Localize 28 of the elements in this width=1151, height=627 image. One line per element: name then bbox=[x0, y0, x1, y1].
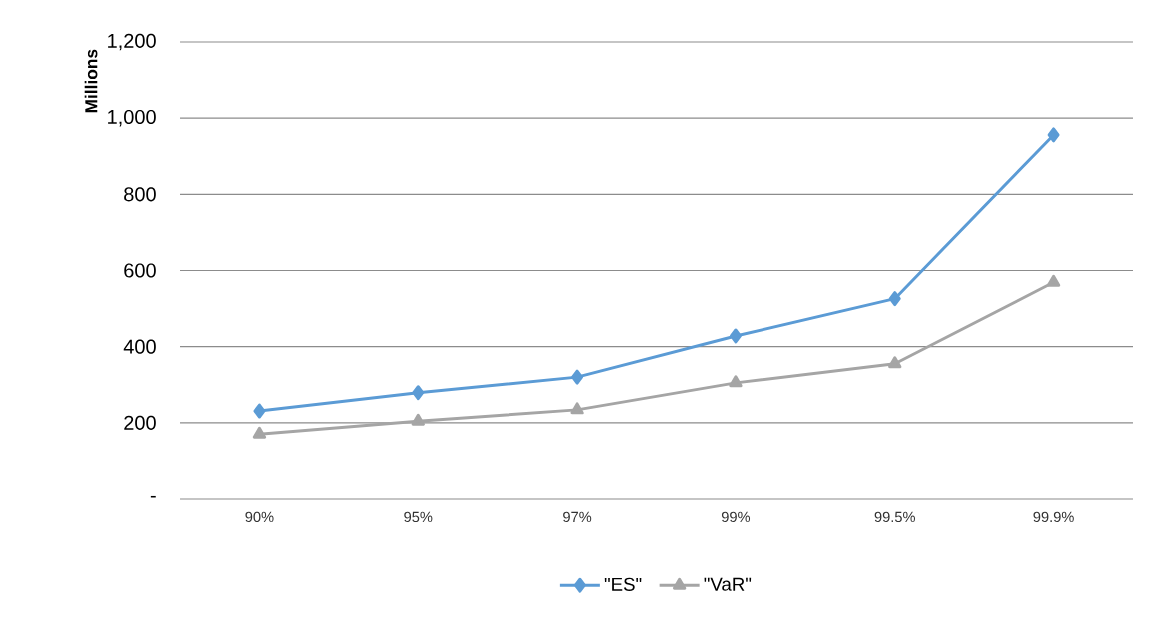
point bbox=[412, 385, 425, 401]
x-tick-label: 99% bbox=[721, 511, 751, 523]
x-tick-label: 90% bbox=[245, 511, 274, 523]
legend-label: "VaR" bbox=[704, 577, 752, 591]
x-tick-label: 95% bbox=[404, 511, 433, 523]
point bbox=[570, 402, 584, 415]
y-tick-label: 400 bbox=[123, 339, 156, 354]
point bbox=[729, 328, 742, 344]
point bbox=[411, 413, 425, 426]
point bbox=[571, 369, 584, 385]
x-tick-label: 97% bbox=[563, 511, 592, 523]
y-axis-title: Millions bbox=[84, 49, 98, 113]
point bbox=[1047, 127, 1060, 143]
x-tick-label: 99.5% bbox=[874, 511, 915, 523]
y-tick-label: 800 bbox=[124, 187, 156, 202]
point bbox=[729, 375, 743, 388]
point bbox=[252, 426, 267, 439]
y-tick-label: 1,200 bbox=[108, 33, 156, 51]
y-tick-label: 1,000 bbox=[108, 109, 156, 127]
y-tick-label: 200 bbox=[124, 415, 156, 430]
point bbox=[1046, 274, 1061, 287]
point bbox=[253, 403, 266, 419]
y-tick-label: 600 bbox=[124, 263, 156, 278]
point bbox=[888, 356, 902, 369]
legend-label: "ES" bbox=[604, 577, 642, 591]
point bbox=[888, 291, 901, 307]
y-tick-label: - bbox=[150, 495, 156, 498]
x-tick-label: 99.9% bbox=[1033, 511, 1074, 523]
